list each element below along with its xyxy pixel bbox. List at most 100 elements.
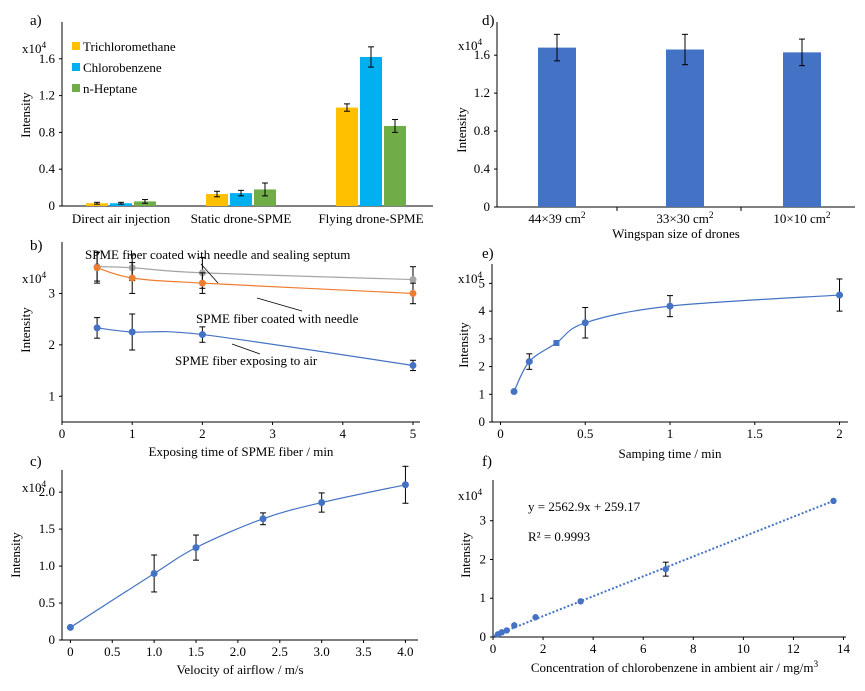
f-y-tick-label: 3: [480, 513, 487, 528]
d-y-label: Intensity: [454, 107, 469, 153]
c-point: [401, 481, 409, 489]
f-x-tick-label: 4: [590, 641, 597, 656]
c-point: [192, 544, 200, 552]
b-y-tick-label: 3: [49, 285, 56, 300]
d-error-bar: [554, 33, 560, 62]
c-x-tick-label: 4.0: [397, 644, 413, 659]
d-y-tick-label: 1.2: [474, 85, 490, 100]
f-x-tick-label: 12: [787, 641, 800, 656]
d-bar: [538, 47, 576, 207]
c-x-tick-label: 1.5: [188, 644, 204, 659]
c-y-tick-label: 0.5: [39, 595, 55, 610]
d-y-tick-label: 0.4: [474, 161, 491, 176]
b-point: [93, 264, 101, 272]
f-r-squared: R² = 0.9993: [528, 529, 590, 544]
f-point: [503, 627, 510, 634]
b-x-label: Exposing time of SPME fiber / min: [149, 444, 334, 459]
e-line: [513, 294, 840, 392]
a-category-label: Flying drone-SPME: [318, 211, 423, 226]
f-point: [498, 629, 505, 636]
c-x-tick-label: 0.5: [104, 644, 120, 659]
d-bar: [666, 49, 704, 208]
d-y-tick-label: 0: [484, 199, 491, 214]
b-line: [97, 327, 414, 367]
a-y-tick-label: 0: [49, 198, 56, 213]
e-y-label: Intensity: [456, 322, 471, 368]
b-line: [97, 266, 413, 281]
f-point: [662, 565, 669, 573]
c-point: [150, 569, 158, 577]
b-x-tick-label: 1: [129, 426, 136, 441]
c-multiplier: x104: [22, 480, 47, 495]
f-point: [511, 622, 518, 629]
f-multiplier: x104: [458, 488, 483, 503]
c-line: [70, 484, 406, 628]
c-x-tick-label: 3.0: [314, 644, 330, 659]
e-y-tick-label: 0: [479, 414, 486, 429]
b-y-label: Intensity: [18, 307, 33, 353]
c-y-tick-label: 1.5: [39, 521, 55, 536]
d-category-label: 44×39 cm2: [528, 211, 585, 226]
c-point: [66, 623, 74, 631]
f-trendline: [492, 499, 834, 637]
a-bar: [206, 194, 228, 206]
b-x-tick-label: 2: [199, 426, 206, 441]
f-x-tick-label: 0: [490, 641, 497, 656]
e-x-tick-label: 2: [836, 426, 843, 441]
e-y-tick-label: 1: [479, 386, 486, 401]
a-legend-swatch: [72, 42, 80, 50]
b-point: [198, 279, 206, 287]
f-x-tick-label: 10: [737, 641, 750, 656]
e-point: [836, 291, 844, 299]
a-legend-label: n-Heptane: [83, 81, 137, 96]
c-x-tick-label: 0: [67, 644, 74, 659]
b-point: [409, 276, 417, 284]
a-bar: [254, 189, 276, 206]
a-error-bar: [238, 189, 244, 197]
f-equation: y = 2562.9x + 259.17: [528, 499, 641, 514]
c-point: [318, 499, 326, 507]
a-error-bar: [214, 190, 220, 198]
f-point: [830, 497, 837, 505]
a-legend-swatch: [72, 63, 80, 71]
b-point: [409, 361, 417, 369]
a-multiplier: x104: [22, 41, 47, 56]
a-y-tick-label: 0.8: [39, 124, 55, 139]
f-x-tick-label: 14: [837, 641, 851, 656]
b-annotation-arrow: [256, 297, 303, 312]
b-y-tick-label: 2: [49, 337, 56, 352]
a-legend-label: Chlorobenzene: [83, 60, 162, 75]
d-category-label: 33×30 cm2: [656, 211, 713, 226]
panel-e-label: e): [482, 246, 494, 262]
f-x-tick-label: 8: [690, 641, 697, 656]
b-annotation-arrow: [231, 343, 261, 355]
panel-c-label: c): [30, 454, 42, 470]
c-y-tick-label: 2.0: [39, 484, 55, 499]
b-annotation-arrow: [200, 263, 219, 284]
f-x-label: Concentration of chlorobenzene in ambien…: [531, 660, 819, 675]
f-point: [532, 614, 539, 621]
d-y-tick-label: 0.8: [474, 123, 490, 138]
e-y-tick-label: 4: [479, 303, 486, 318]
f-y-tick-label: 1: [480, 590, 487, 605]
d-y-tick-label: 1.6: [474, 47, 491, 62]
e-x-tick-label: 1.5: [747, 426, 763, 441]
f-y-tick-label: 0: [480, 629, 487, 644]
d-multiplier: x104: [458, 38, 483, 53]
a-category-label: Static drone-SPME: [191, 211, 292, 226]
b-point: [93, 324, 101, 332]
d-bar: [783, 52, 821, 207]
panel-d-label: d): [482, 13, 495, 29]
a-bar: [336, 107, 358, 206]
d-error-bar: [682, 33, 688, 66]
c-point: [259, 515, 267, 523]
a-error-bar: [368, 46, 374, 68]
b-x-tick-label: 5: [410, 426, 417, 441]
e-point: [553, 340, 560, 346]
e-x-label: Samping time / min: [619, 446, 722, 461]
d-category-label: 10×10 cm2: [773, 211, 830, 226]
a-error-bar: [344, 103, 350, 112]
f-y-label: Intensity: [458, 532, 473, 578]
f-y-tick-label: 2: [480, 551, 487, 566]
